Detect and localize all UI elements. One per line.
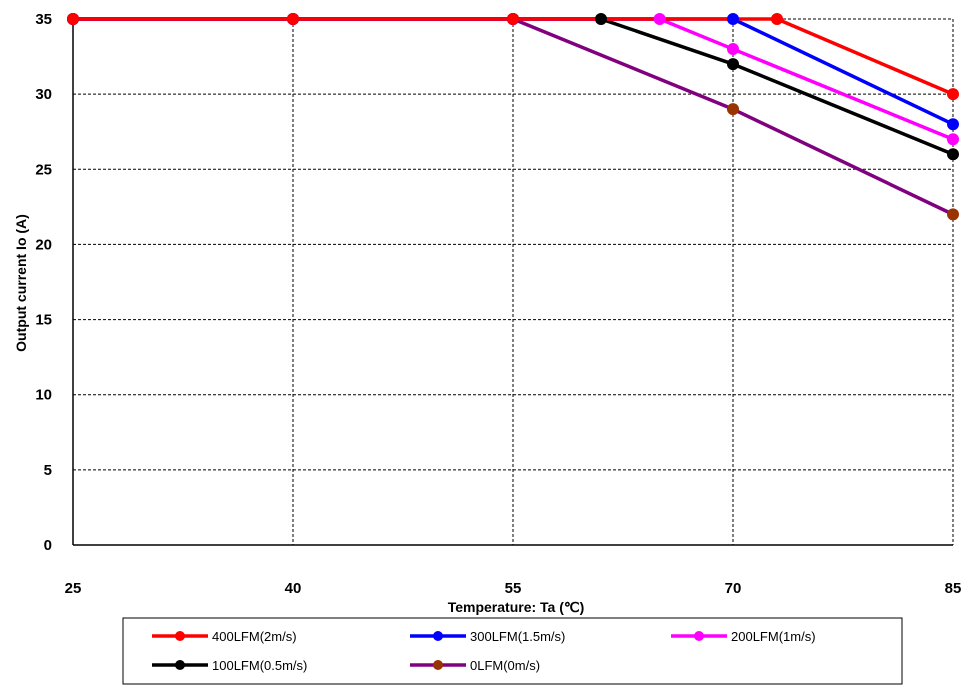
legend-swatch-marker bbox=[694, 631, 704, 641]
data-point-series-1 bbox=[947, 118, 959, 131]
legend-swatch-marker bbox=[175, 631, 185, 641]
axes bbox=[72, 19, 953, 546]
legend-items: 400LFM(2m/s) 300LFM(1.5m/s) 200LFM(1m/s) 10… bbox=[152, 629, 816, 673]
y-axis-title: Output current Io (A) bbox=[13, 214, 29, 352]
x-tick-labels: 25 40 55 70 85 bbox=[65, 580, 962, 597]
legend-swatch-marker bbox=[175, 660, 185, 670]
y-tick-label: 25 bbox=[35, 161, 52, 178]
data-point-series-0 bbox=[507, 13, 519, 25]
data-point-series-2 bbox=[653, 13, 666, 25]
legend-label: 300LFM(1.5m/s) bbox=[470, 629, 565, 644]
x-tick-label: 55 bbox=[505, 580, 522, 597]
data-point-series-3 bbox=[727, 58, 739, 71]
legend-label: 100LFM(0.5m/s) bbox=[212, 658, 307, 673]
y-tick-label: 10 bbox=[35, 387, 52, 404]
legend-swatch-marker bbox=[433, 660, 443, 670]
legend-label: 400LFM(2m/s) bbox=[212, 629, 297, 644]
y-tick-label: 35 bbox=[35, 11, 52, 28]
y-tick-label: 5 bbox=[44, 462, 52, 479]
x-tick-label: 70 bbox=[725, 580, 742, 597]
x-tick-label: 85 bbox=[945, 580, 962, 597]
legend-swatch-marker bbox=[433, 631, 443, 641]
legend-label: 0LFM(0m/s) bbox=[470, 658, 540, 673]
y-tick-labels: 0 5 10 15 20 25 30 35 bbox=[35, 11, 52, 554]
data-point-series-3 bbox=[947, 148, 959, 161]
x-tick-label: 25 bbox=[65, 580, 82, 597]
grid bbox=[73, 18, 954, 545]
y-tick-label: 0 bbox=[44, 537, 52, 554]
x-tick-label: 40 bbox=[285, 580, 302, 597]
legend-label: 200LFM(1m/s) bbox=[731, 629, 816, 644]
data-point-series-4 bbox=[727, 103, 739, 116]
data-point-series-2 bbox=[947, 133, 959, 146]
data-point-series-0 bbox=[67, 13, 79, 25]
legend: 400LFM(2m/s) 300LFM(1.5m/s) 200LFM(1m/s) 10… bbox=[122, 617, 903, 685]
data-point-series-0 bbox=[771, 13, 783, 25]
data-point-series-4 bbox=[947, 208, 959, 221]
y-tick-label: 15 bbox=[35, 312, 52, 329]
data-point-series-1 bbox=[727, 13, 739, 25]
y-tick-label: 20 bbox=[35, 236, 52, 253]
data-point-series-2 bbox=[727, 43, 739, 56]
data-point-series-3 bbox=[595, 13, 607, 25]
x-axis-title: Temperature: Ta (℃) bbox=[448, 599, 585, 615]
y-tick-label: 30 bbox=[35, 86, 52, 103]
data-point-series-0 bbox=[947, 88, 959, 101]
legend-box bbox=[122, 617, 903, 685]
data-point-series-0 bbox=[287, 13, 299, 25]
series-markers bbox=[67, 13, 959, 221]
